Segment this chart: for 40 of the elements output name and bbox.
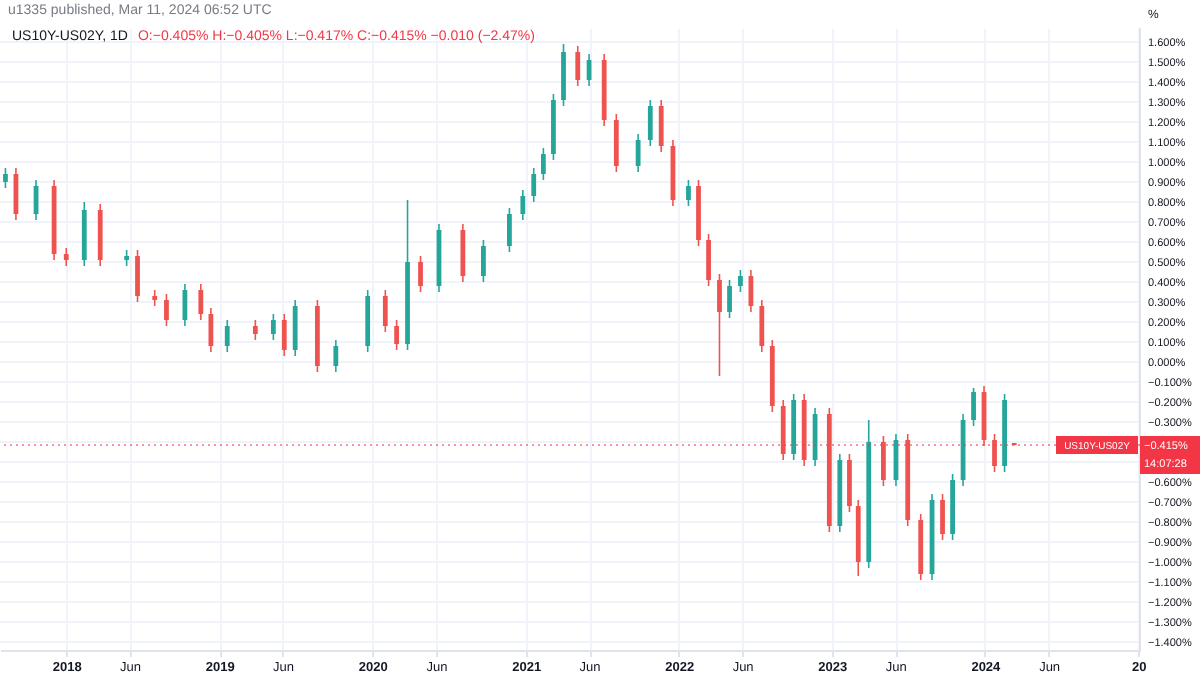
candlestick (333, 339, 339, 373)
candlestick (759, 299, 765, 353)
candlestick (198, 283, 204, 321)
candlestick (382, 289, 388, 333)
candlestick (182, 283, 188, 327)
candlestick (780, 399, 786, 461)
candlestick (460, 223, 466, 283)
candlestick (164, 293, 169, 327)
candlestick (281, 313, 287, 357)
candlestick (686, 179, 691, 207)
candlestick (706, 233, 711, 287)
candlestick (847, 453, 852, 513)
candlestick (3, 167, 8, 189)
candlestick (520, 189, 526, 221)
candlestick (507, 207, 512, 253)
candlestick (270, 313, 276, 341)
candlestick (135, 249, 140, 303)
candlestick (613, 113, 619, 173)
candlestick (575, 45, 581, 87)
candlestick (635, 133, 641, 173)
candlestick (208, 307, 214, 353)
candlestick (531, 167, 537, 203)
candlestick (561, 43, 566, 107)
candlestick (418, 255, 423, 293)
candlestick (727, 279, 732, 319)
candlestick (658, 99, 664, 153)
candlestick (481, 239, 486, 283)
candlestick (540, 147, 546, 181)
candlestick (738, 269, 743, 293)
candlestick (394, 319, 400, 351)
candlestick (152, 289, 158, 307)
candlestick (992, 433, 997, 473)
candlestick (717, 273, 722, 377)
candlestick (224, 319, 230, 353)
candlestick (881, 435, 886, 487)
candlestick (292, 299, 298, 357)
candlestick (971, 387, 976, 427)
candlestick (940, 493, 945, 541)
candlestick (647, 99, 653, 147)
candlestick (252, 319, 258, 341)
